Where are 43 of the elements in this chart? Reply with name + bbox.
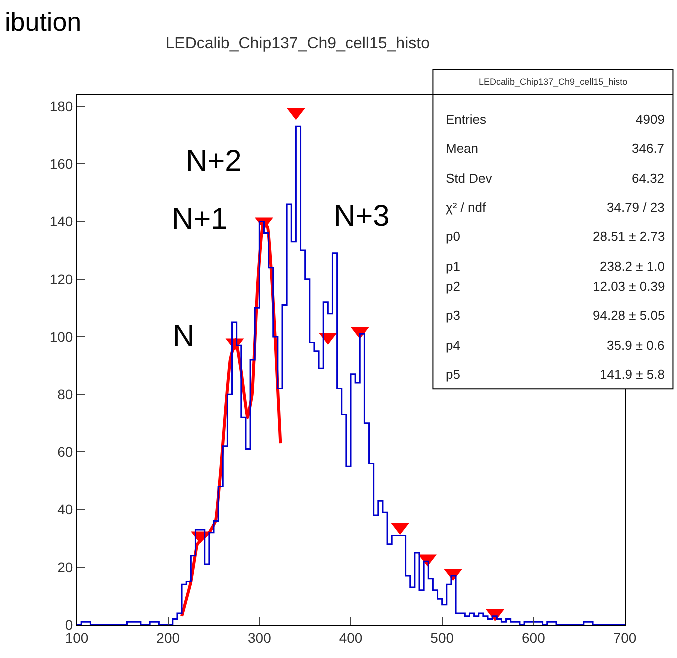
annotation: 238.2 ± 1.0 (600, 259, 665, 274)
annotation: 12.03 ± 0.39 (593, 279, 666, 294)
y-tick-label: 100 (50, 328, 74, 345)
annotation: N+3 (334, 200, 390, 233)
y-tick-label: 160 (50, 156, 74, 172)
annotation: N+2 (186, 145, 242, 178)
x-tick-label: 300 (248, 630, 272, 646)
annotation: Entries (446, 112, 487, 127)
text: 346.7 (632, 141, 665, 156)
y-tick-label: 20 (58, 559, 74, 576)
annotation: N (173, 320, 195, 353)
annotation: 35.9 ± 0.6 (607, 338, 665, 353)
x-tick-label: 600 (522, 630, 546, 646)
annotation: p1 (446, 259, 460, 274)
text: LEDcalib_Chip137_Ch9_cell15_histo (479, 77, 628, 87)
y-tick-label: 120 (50, 271, 74, 288)
x-tick-label: 200 (156, 630, 180, 646)
annotation: p3 (446, 308, 460, 323)
annotation: χ² / ndf (446, 200, 486, 215)
annotation: Mean (446, 141, 479, 156)
y-tick-label: 180 (50, 98, 74, 114)
annotation: p4 (446, 338, 460, 353)
annotation: 94.28 ± 5.05 (593, 308, 666, 323)
text: 4909 (636, 112, 665, 127)
y-tick-label: 80 (58, 386, 74, 402)
y-tick-label: 60 (58, 444, 74, 460)
annotation: 141.9 ± 5.8 (600, 367, 665, 382)
annotation: p0 (446, 229, 460, 244)
annotation: Std Dev (446, 171, 493, 186)
y-tick-label: 0 (65, 616, 74, 633)
annotation: p5 (446, 367, 460, 382)
x-tick-label: 700 (613, 630, 637, 646)
annotation: p2 (446, 279, 460, 294)
chart-title: LEDcalib_Chip137_Ch9_cell15_histo (166, 35, 430, 52)
annotation: 34.79 / 23 (607, 200, 665, 215)
y-tick-label: 140 (50, 214, 74, 230)
x-tick-label: 400 (339, 630, 363, 646)
text: ibution (5, 7, 82, 37)
text: 64.32 (632, 171, 665, 186)
annotation: N+1 (172, 203, 228, 236)
x-tick-label: 500 (430, 630, 454, 646)
y-tick-label: 40 (58, 502, 74, 518)
annotation: 28.51 ± 2.73 (593, 229, 666, 244)
